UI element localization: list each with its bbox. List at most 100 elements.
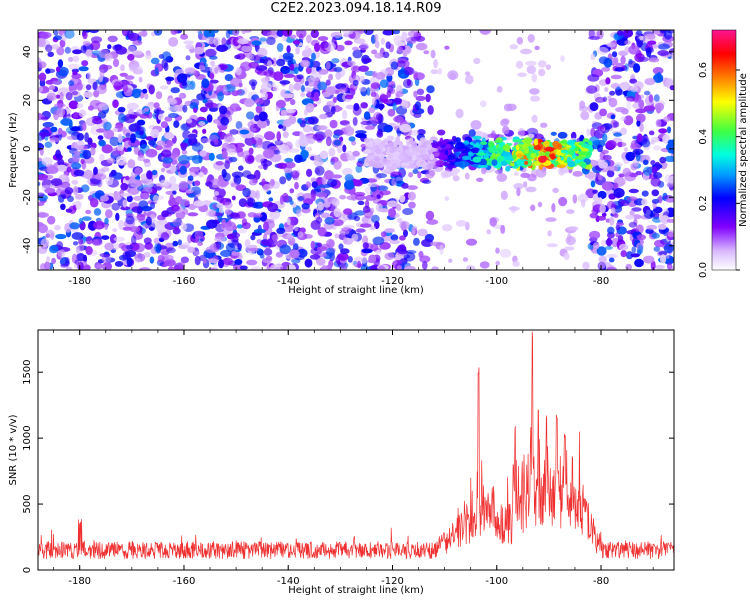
- spectrogram-cell: [517, 72, 527, 78]
- spectrogram-cell: [425, 93, 431, 103]
- spectrogram-cell: [220, 249, 232, 258]
- spectrogram-cell: [104, 223, 109, 230]
- spectrogram-cell: [407, 191, 416, 201]
- spectrogram-cell: [297, 118, 303, 124]
- spectrogram-cell: [352, 150, 360, 157]
- spectrogram-cell: [663, 30, 673, 40]
- spectrogram-cell: [83, 91, 93, 98]
- spectrogram-cell: [103, 130, 107, 137]
- spectrogram-cell: [120, 192, 133, 197]
- spectrogram-cell: [82, 30, 88, 40]
- spectrogram-cell: [316, 242, 323, 248]
- spectrogram-cell: [246, 259, 258, 266]
- spectrogram-cell: [226, 39, 231, 45]
- spectrogram-cell: [636, 234, 646, 241]
- spectrogram-cell: [254, 97, 264, 105]
- spectrogram-signal-cell: [447, 154, 455, 160]
- spectrogram-cell: [331, 219, 344, 227]
- spectrogram-cell: [208, 258, 219, 264]
- spectrogram-cell: [319, 150, 329, 160]
- spectrogram-cell: [160, 232, 170, 241]
- spectrogram-cell: [344, 174, 354, 183]
- spectrogram-cell: [300, 149, 309, 159]
- spectrogram-signal-cell: [451, 135, 457, 142]
- spectrogram-cell: [529, 88, 540, 95]
- spectrogram-cell: [570, 131, 577, 140]
- spectrogram-cell: [224, 201, 233, 209]
- spectrogram-cell: [100, 195, 109, 202]
- spectrogram-cell: [90, 125, 102, 136]
- spectrogram-cell: [230, 182, 238, 188]
- spectrogram-cell: [613, 56, 619, 66]
- spectrogram-cell: [181, 80, 188, 86]
- spectrogram-cell: [120, 183, 129, 191]
- spectrogram-cell: [235, 121, 243, 130]
- spectrogram-cell: [513, 183, 524, 190]
- spectrogram-cell: [363, 30, 374, 36]
- spectrogram-cell: [151, 169, 158, 176]
- spectrogram-cell: [494, 169, 503, 175]
- spectrogram-cell: [323, 201, 331, 208]
- spectrogram-cell: [628, 188, 639, 194]
- spectrogram-cell: [404, 60, 410, 68]
- spectrogram-cell: [629, 210, 635, 216]
- spectrogram-cell: [133, 195, 143, 201]
- spectrogram-cell: [276, 58, 286, 67]
- spectrogram-cell: [115, 212, 120, 221]
- spectrogram-cell: [80, 158, 85, 165]
- spectrogram-cell: [630, 85, 639, 93]
- spectrogram-cell: [40, 31, 52, 39]
- spectrogram-cell: [115, 46, 127, 55]
- spectrogram-cell: [614, 162, 623, 168]
- spectrogram-cell: [238, 165, 244, 171]
- spectrogram-cell: [65, 208, 73, 213]
- spectrogram-cell: [205, 246, 217, 254]
- spectrogram-cell: [98, 103, 109, 111]
- spectrogram-cell: [255, 105, 263, 114]
- spectrogram-cell: [166, 139, 173, 147]
- snr-series-line: [38, 331, 674, 560]
- spectrogram-cell: [256, 239, 263, 244]
- spectrogram-cell: [156, 140, 166, 146]
- spectrogram-cell: [619, 199, 630, 207]
- spectrogram-cell: [115, 155, 127, 166]
- spectrogram-cell: [465, 74, 474, 85]
- spectrogram-cell: [605, 140, 617, 149]
- spectrogram-cell: [396, 265, 403, 270]
- spectrogram-cell: [237, 38, 249, 45]
- spectrogram-cell: [617, 235, 624, 243]
- spectrogram-cell: [129, 65, 137, 72]
- spectrogram-cell: [368, 182, 378, 188]
- spectrogram-cell: [500, 190, 508, 200]
- spectrogram-cell: [329, 119, 338, 129]
- spectrogram-signal-cell: [391, 163, 398, 171]
- spectrogram-cell: [50, 44, 60, 50]
- spectrogram-cell: [623, 115, 634, 126]
- spectrogram-cell: [442, 170, 452, 178]
- spectrogram-cell: [199, 106, 208, 113]
- spectrogram-cell: [72, 49, 83, 55]
- spectrogram-signal-cell: [445, 144, 451, 149]
- spectrogram-cell: [382, 30, 395, 36]
- spectrogram-cell: [376, 131, 384, 138]
- spectrogram-cell: [256, 119, 268, 129]
- spectrogram-cell: [128, 32, 140, 42]
- spectrogram-cell: [265, 255, 273, 261]
- spectrogram-cell: [301, 51, 308, 58]
- page-title: C2E2.2023.094.18.14.R09: [270, 1, 442, 16]
- spectrogram-cell: [635, 224, 644, 234]
- spectrogram-cell: [164, 254, 174, 261]
- spectrogram-cell: [127, 45, 136, 52]
- spectrogram-signal-cell: [560, 149, 569, 154]
- spectrogram-signal-cell: [386, 146, 391, 152]
- spectrogram-cell: [309, 72, 322, 82]
- spectrogram-cell: [654, 102, 665, 112]
- spectrogram-cell: [628, 172, 638, 178]
- spectrogram-cell: [66, 135, 78, 140]
- spectrogram-cell: [132, 40, 143, 46]
- spectrogram-cell: [590, 53, 596, 61]
- spectrogram-cell: [180, 142, 189, 148]
- spectrogram-cell: [248, 247, 260, 252]
- spectrogram-cell: [118, 219, 124, 230]
- spectrogram-cell: [342, 144, 347, 153]
